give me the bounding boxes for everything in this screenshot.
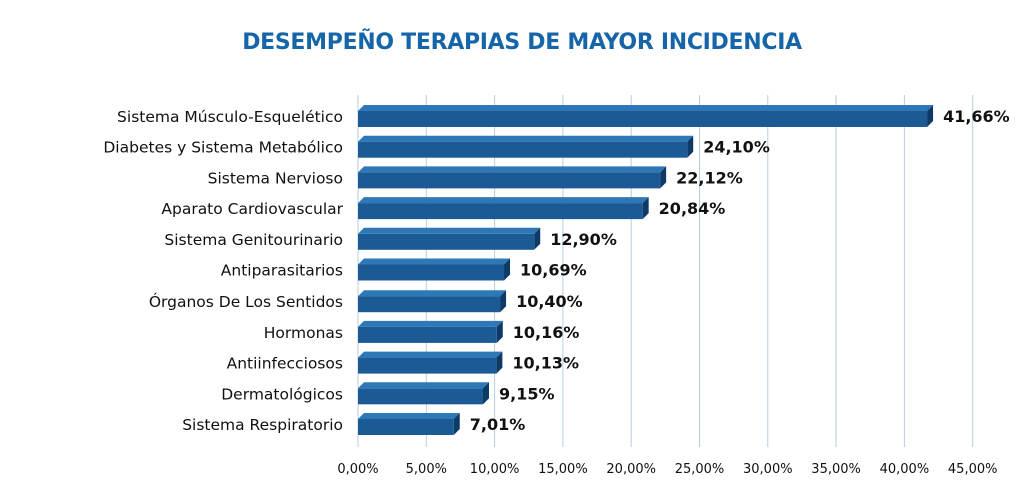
x-tick-label: 25,00% — [675, 462, 725, 477]
category-label: Antiparasitarios — [221, 262, 343, 280]
bar — [358, 382, 489, 405]
value-label: 24,10% — [703, 138, 770, 157]
bar-side-face — [534, 227, 541, 250]
bar-side-face — [453, 413, 460, 435]
bars — [358, 105, 934, 435]
bar-front-face — [358, 111, 928, 127]
value-label: 7,01% — [470, 415, 526, 434]
bar-top-face — [358, 105, 934, 111]
category-label: Diabetes y Sistema Metabólico — [103, 139, 343, 157]
bar-front-face — [358, 419, 454, 435]
category-label: Aparato Cardiovascular — [161, 200, 343, 218]
x-tick-label: 35,00% — [811, 462, 861, 477]
x-tick-label: 30,00% — [743, 462, 793, 477]
category-label: Sistema Músculo-Esquelético — [117, 108, 343, 126]
bar-front-face — [358, 141, 688, 158]
value-label: 41,66% — [943, 107, 1010, 126]
x-tick-label: 10,00% — [470, 462, 520, 477]
bar-top-face — [358, 351, 503, 358]
category-label: Sistema Nervioso — [208, 169, 343, 187]
bar — [358, 105, 934, 127]
value-label: 10,40% — [516, 292, 583, 311]
value-label: 9,15% — [499, 384, 555, 403]
bar-front-face — [358, 326, 497, 343]
bar-front-face — [358, 233, 535, 250]
bar-top-face — [358, 227, 541, 234]
bar-top-face — [358, 382, 489, 389]
category-label: Sistema Respiratorio — [182, 416, 343, 434]
category-label: Sistema Genitourinario — [164, 231, 343, 249]
value-label: 22,12% — [676, 168, 743, 187]
bar-front-face — [358, 203, 643, 220]
bar — [358, 413, 460, 435]
bar — [358, 227, 541, 250]
bar-front-face — [358, 264, 505, 281]
bar — [358, 258, 511, 281]
bar-side-face — [927, 105, 934, 127]
bar-front-face — [358, 388, 483, 405]
bar-top-face — [358, 197, 649, 204]
category-label: Antiinfecciosos — [227, 355, 343, 373]
bar — [358, 351, 503, 374]
x-tick-label: 15,00% — [538, 462, 588, 477]
bar-front-face — [358, 172, 661, 189]
value-label: 10,16% — [513, 323, 580, 342]
bar-side-face — [687, 135, 694, 158]
bar-side-face — [482, 382, 489, 405]
x-tick-label: 45,00% — [948, 462, 998, 477]
category-label: Hormonas — [264, 324, 343, 342]
bar-side-face — [504, 258, 511, 281]
bar-side-face — [500, 290, 507, 313]
x-tick-label: 40,00% — [880, 462, 930, 477]
value-label: 20,84% — [659, 199, 726, 218]
x-tick-label: 0,00% — [337, 462, 378, 477]
bar — [358, 290, 507, 313]
bar — [358, 197, 649, 220]
bar — [358, 135, 694, 158]
bar-top-face — [358, 258, 511, 265]
bar-side-face — [496, 351, 503, 374]
bar-side-face — [660, 166, 667, 189]
value-label: 10,13% — [512, 354, 579, 373]
bar-front-face — [358, 357, 497, 374]
bar-side-face — [496, 320, 503, 343]
x-tick-label: 20,00% — [606, 462, 656, 477]
bar-top-face — [358, 166, 667, 173]
bar-front-face — [358, 296, 501, 313]
bar — [358, 166, 667, 189]
x-tick-label: 5,00% — [406, 462, 447, 477]
category-label: Órganos De Los Sentidos — [149, 292, 343, 311]
bar-top-face — [358, 320, 503, 327]
category-label: Dermatológicos — [221, 385, 343, 403]
value-label: 10,69% — [520, 261, 587, 280]
chart-title: DESEMPEÑO TERAPIAS DE MAYOR INCIDENCIA — [242, 30, 802, 55]
bar-top-face — [358, 413, 460, 419]
bar-top-face — [358, 135, 694, 142]
bar-top-face — [358, 290, 507, 297]
value-label: 12,90% — [550, 230, 617, 249]
bar — [358, 320, 503, 343]
bar-side-face — [642, 197, 649, 220]
labels: 0,00% 5,00% 10,00% 15,00% 20,00% 25,00% 30,00%… — [103, 107, 1009, 477]
